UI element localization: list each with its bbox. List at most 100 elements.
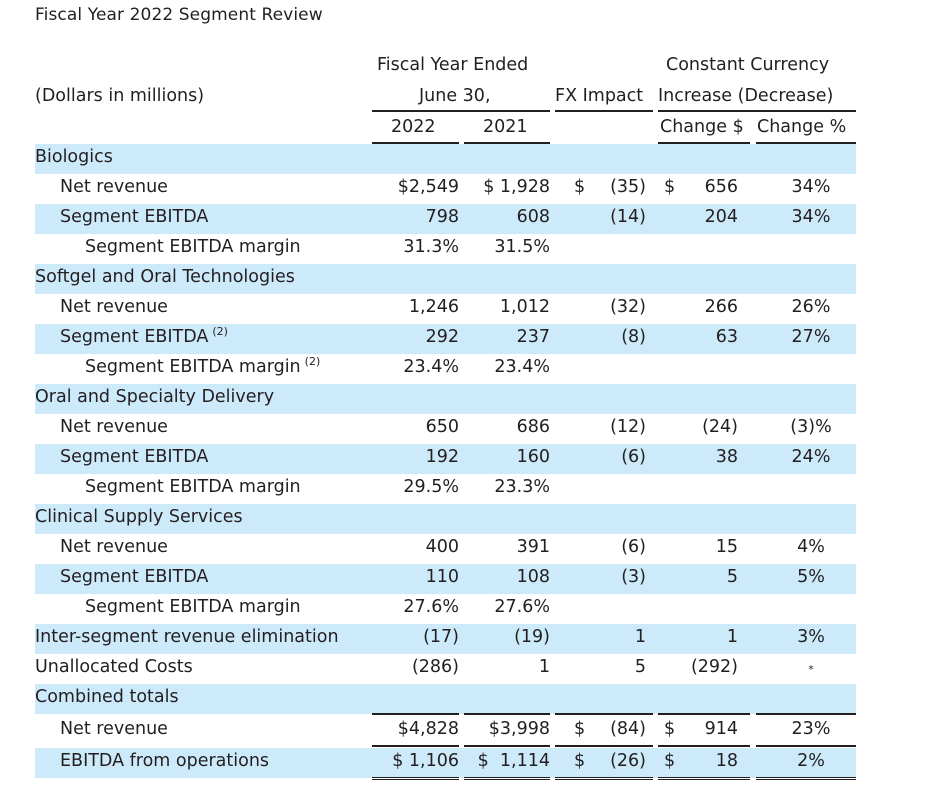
fx-impact-value: (3) bbox=[621, 567, 646, 587]
double-rule-change-dollar bbox=[658, 777, 750, 780]
row-label: Oral and Specialty Delivery bbox=[35, 387, 274, 407]
change-currency-symbol: $ bbox=[664, 719, 676, 739]
row-label: Inter-segment revenue elimination bbox=[35, 627, 339, 647]
row-label-text: Net revenue bbox=[60, 177, 168, 197]
row-label-text: Segment EBITDA bbox=[60, 567, 209, 587]
row-label-text: Segment EBITDA bbox=[60, 327, 209, 347]
change-dollar-value: 63 bbox=[715, 327, 738, 347]
row-label-text: Net revenue bbox=[60, 719, 168, 739]
table-row: Segment EBITDA (2) 292 237 (8) 63 27% bbox=[35, 324, 856, 354]
table-row: Segment EBITDA 110 108 (3) 5 5% bbox=[35, 564, 856, 594]
table-row: Segment EBITDA 192 160 (6) 38 24% bbox=[35, 444, 856, 474]
change-percent-value: 4% bbox=[797, 537, 825, 557]
header-rule-change-dollar bbox=[658, 142, 750, 144]
subtotal-rule-change-dollar bbox=[658, 745, 750, 747]
page-title: Fiscal Year 2022 Segment Review bbox=[35, 5, 323, 25]
change-percent-value: * bbox=[808, 663, 814, 676]
value-2021: (19) bbox=[514, 627, 550, 647]
value-2021: $ 1,114 bbox=[477, 751, 550, 771]
value-2021: 27.6% bbox=[494, 597, 550, 617]
total-rule-fx bbox=[555, 713, 653, 715]
fy-group-header-line2: June 30, bbox=[419, 86, 491, 106]
fx-impact-value: (8) bbox=[621, 327, 646, 347]
change-percent-value: (3)% bbox=[790, 417, 832, 437]
footnote-marker: (2) bbox=[212, 325, 228, 338]
row-label: Clinical Supply Services bbox=[35, 507, 243, 527]
row-label-text: Segment EBITDA bbox=[60, 447, 209, 467]
total-rule-change-dollar bbox=[658, 713, 750, 715]
change-currency-symbol: $ bbox=[664, 751, 676, 771]
value-2022: 23.4% bbox=[403, 357, 459, 377]
table-row: Net revenue 400 391 (6) 15 4% bbox=[35, 534, 856, 564]
table-row: Segment EBITDA margin 27.6% 27.6% bbox=[35, 594, 856, 624]
row-label: Segment EBITDA margin bbox=[85, 597, 301, 617]
header-rule-fx bbox=[555, 110, 653, 112]
value-2021: 1 bbox=[538, 657, 550, 677]
change-dollar-value: 15 bbox=[715, 537, 738, 557]
change-percent-value: 3% bbox=[797, 627, 825, 647]
col-header-change-pct: Change % bbox=[757, 117, 847, 137]
double-rule-2022 bbox=[372, 777, 459, 780]
section-header-row: Combined totals bbox=[35, 684, 856, 714]
section-header-row: Softgel and Oral Technologies bbox=[35, 264, 856, 294]
row-label: Segment EBITDA bbox=[60, 567, 208, 587]
value-2022: (286) bbox=[411, 657, 459, 677]
fx-currency-symbol: $ bbox=[574, 751, 586, 771]
row-label-text: Oral and Specialty Delivery bbox=[35, 387, 275, 407]
units-label: (Dollars in millions) bbox=[35, 86, 205, 106]
row-label-text: Biologics bbox=[35, 147, 113, 167]
double-rule-fx bbox=[555, 777, 653, 780]
subtotal-rule-2021 bbox=[464, 745, 550, 747]
total-rule-2022 bbox=[372, 713, 459, 715]
row-label: Segment EBITDA margin (2) bbox=[85, 355, 321, 377]
fx-impact-value: (6) bbox=[621, 447, 646, 467]
row-label: Net revenue bbox=[60, 417, 168, 437]
fx-impact-value: 5 bbox=[634, 657, 646, 677]
value-2022: 31.3% bbox=[403, 237, 459, 257]
change-percent-value: 5% bbox=[797, 567, 825, 587]
row-label-text: Net revenue bbox=[60, 297, 168, 317]
fx-impact-value: (35) bbox=[610, 177, 646, 197]
section-header-row: Biologics bbox=[35, 144, 856, 174]
cc-header-line2: Increase (Decrease) bbox=[658, 86, 834, 106]
table-row: Net revenue 650 686 (12) (24) (3)% bbox=[35, 414, 856, 444]
value-2021: $3,998 bbox=[488, 719, 550, 739]
change-dollar-value: 18 bbox=[715, 751, 738, 771]
footnote-marker: (2) bbox=[304, 355, 321, 368]
table-row: Segment EBITDA margin (2) 23.4% 23.4% bbox=[35, 354, 856, 384]
table-row: Segment EBITDA margin 29.5% 23.3% bbox=[35, 474, 856, 504]
fx-impact-value: (26) bbox=[610, 751, 646, 771]
subtotal-rule-fx bbox=[555, 745, 653, 747]
row-label: Segment EBITDA bbox=[60, 447, 208, 467]
row-label: Segment EBITDA margin bbox=[85, 477, 301, 497]
row-label: Net revenue bbox=[60, 537, 168, 557]
row-label-text: Segment EBITDA margin bbox=[85, 477, 301, 497]
change-percent-value: 34% bbox=[791, 207, 831, 227]
fx-impact-value: (12) bbox=[610, 417, 646, 437]
table-row: Net revenue $4,828 $3,998 $ (84) $914 23% bbox=[35, 716, 856, 746]
fx-impact-header: FX Impact bbox=[555, 86, 644, 106]
value-2021: 23.4% bbox=[494, 357, 550, 377]
col-header-2021: 2021 bbox=[483, 117, 528, 137]
row-label-text: Unallocated Costs bbox=[35, 657, 193, 677]
value-2021: 160 bbox=[516, 447, 550, 467]
fx-currency-symbol: $ bbox=[574, 177, 586, 197]
value-2021: 1,012 bbox=[499, 297, 550, 317]
section-header-row: Clinical Supply Services bbox=[35, 504, 856, 534]
value-2022: 29.5% bbox=[403, 477, 459, 497]
change-dollar-value: 656 bbox=[704, 177, 738, 197]
table-row: Segment EBITDA margin 31.3% 31.5% bbox=[35, 234, 856, 264]
row-label-text: Segment EBITDA margin bbox=[85, 357, 301, 377]
row-label-text: Clinical Supply Services bbox=[35, 507, 243, 527]
header-rule-2022 bbox=[372, 142, 459, 144]
change-dollar-value: 38 bbox=[715, 447, 738, 467]
header-rule-fy bbox=[372, 110, 550, 112]
row-label: Segment EBITDA margin bbox=[85, 237, 301, 257]
change-dollar-value: 914 bbox=[704, 719, 738, 739]
change-dollar-value: 1 bbox=[726, 627, 738, 647]
row-label-text: Inter-segment revenue elimination bbox=[35, 627, 339, 647]
row-label: Net revenue bbox=[60, 297, 168, 317]
row-label: EBITDA from operations bbox=[60, 751, 269, 771]
change-currency-symbol: $ bbox=[664, 177, 676, 197]
value-2022: 27.6% bbox=[403, 597, 459, 617]
